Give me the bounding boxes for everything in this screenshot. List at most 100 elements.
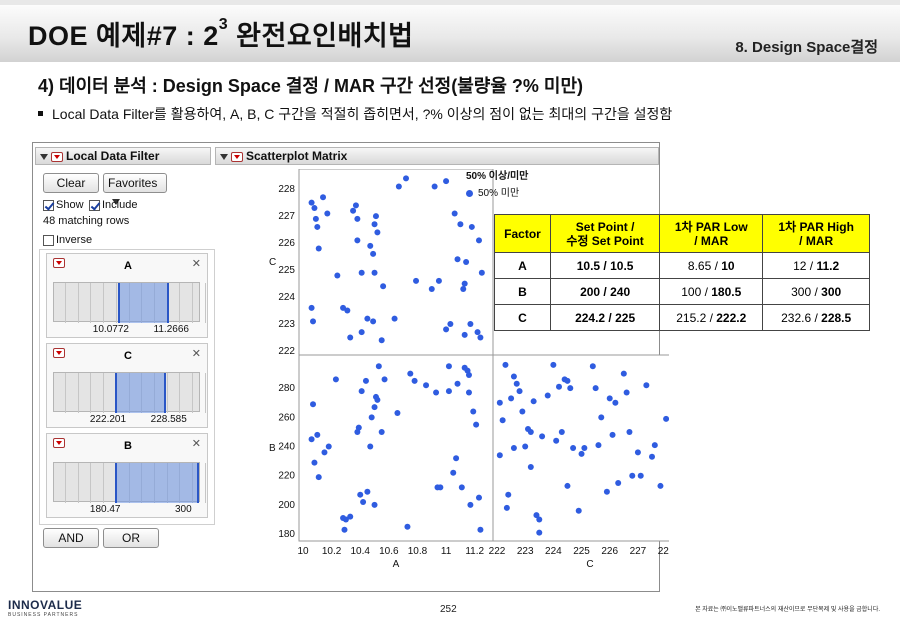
data-point: [374, 229, 381, 236]
data-point: [443, 326, 450, 333]
data-point: [474, 329, 481, 336]
table-cell: 8.65 / 10: [659, 252, 764, 279]
filter-range-low: 222.201: [89, 414, 127, 425]
data-point: [423, 382, 430, 389]
copyright-notice: 본 자료는 ㈜이노밸류파트너스의 재산이므로 무단복제 및 사용을 금합니다.: [695, 607, 880, 613]
histogram-bar: [54, 283, 66, 323]
filter-block-c[interactable]: C ✕ 222.201 228.585: [46, 343, 208, 428]
filter-block-a[interactable]: A ✕ 10.0772 11.2666: [46, 253, 208, 338]
data-point: [308, 304, 315, 311]
data-point: [510, 445, 517, 451]
data-point: [629, 472, 636, 479]
filter-histogram[interactable]: [53, 282, 206, 323]
close-icon[interactable]: ✕: [191, 348, 201, 360]
data-point: [475, 237, 482, 244]
histogram-bar: [67, 373, 79, 413]
local-data-filter-header[interactable]: Local Data Filter: [35, 147, 211, 165]
and-button[interactable]: AND: [43, 528, 99, 548]
x-tick-label-c: 225: [573, 546, 590, 557]
data-point: [355, 424, 362, 431]
close-icon[interactable]: ✕: [191, 258, 201, 270]
data-point: [371, 501, 378, 508]
data-point: [564, 482, 571, 489]
data-point: [496, 399, 503, 406]
x-tick-label-a: 10.2: [322, 546, 342, 557]
show-checkbox[interactable]: Show: [43, 199, 84, 211]
x-tick-label-c: 224: [545, 546, 562, 557]
data-point: [508, 395, 515, 402]
histogram-bar: [194, 283, 206, 323]
data-point: [404, 523, 411, 530]
data-point: [445, 363, 452, 370]
scatterplot-matrix: 222 223 224 225 226 227 228 180 200 220 240 260 280 1…: [269, 168, 688, 587]
data-point: [609, 431, 616, 438]
data-point: [314, 223, 321, 230]
red-triangle-menu-icon[interactable]: [53, 348, 65, 358]
y-tick-label-c: 223: [278, 319, 295, 330]
histogram-bar: [92, 463, 105, 503]
table-cell: 12 / 11.2: [762, 252, 870, 279]
filter-range-slider[interactable]: [114, 463, 199, 503]
data-point: [445, 388, 452, 395]
x-axis-label-c: C: [586, 559, 593, 570]
include-checkbox[interactable]: Include: [89, 199, 137, 211]
data-point: [499, 417, 506, 424]
page-number: 252: [440, 604, 457, 615]
y-tick-label-b: 180: [278, 529, 295, 540]
legend-title: 50% 이상/미만: [466, 171, 529, 182]
table-cell: C: [494, 304, 551, 331]
filter-histogram[interactable]: [53, 372, 206, 413]
disclosure-triangle-icon[interactable]: [220, 153, 228, 160]
data-point: [643, 382, 650, 389]
filter-range-high: 228.585: [150, 414, 187, 425]
include-label: Include: [102, 199, 138, 211]
company-logo: INNOVALUE BUSINESS PARTNERS: [8, 598, 82, 618]
y-tick-label-c: 224: [278, 292, 295, 303]
inverse-checkbox[interactable]: Inverse: [43, 234, 92, 246]
page-title: DOE 예제#7 : 23 완전요인배치법: [28, 14, 414, 53]
or-button[interactable]: OR: [103, 528, 159, 548]
data-point: [470, 408, 477, 415]
filter-block-b[interactable]: B ✕ 180.47 300: [46, 433, 208, 518]
data-point: [589, 363, 596, 370]
red-triangle-menu-icon[interactable]: [53, 258, 65, 268]
red-triangle-menu-icon[interactable]: [53, 438, 65, 448]
data-point: [544, 392, 551, 399]
filter-histogram[interactable]: [53, 462, 206, 503]
bullet-text: Local Data Filter를 활용하여, A, B, C 구간을 적절히…: [38, 104, 672, 124]
include-check-icon[interactable]: [89, 199, 100, 211]
filter-range-slider[interactable]: [117, 283, 169, 323]
clear-button[interactable]: Clear: [43, 173, 99, 193]
data-point: [360, 498, 367, 505]
favorites-dropdown[interactable]: Favorites: [103, 173, 167, 205]
table-row: C 224.2 / 225 215.2 / 222.2 232.6 / 228.5: [494, 304, 870, 331]
data-point: [505, 491, 512, 498]
data-point: [371, 404, 378, 411]
data-point: [461, 364, 468, 371]
data-point: [556, 383, 562, 390]
table-cell: 232.6 / 228.5: [762, 304, 870, 331]
data-point: [394, 409, 401, 416]
data-point: [570, 445, 577, 451]
filter-range-slider[interactable]: [114, 373, 166, 413]
red-triangle-menu-icon[interactable]: [51, 151, 63, 162]
data-point: [407, 370, 414, 377]
data-point: [357, 491, 364, 498]
data-point: [332, 376, 339, 383]
data-point: [503, 504, 510, 511]
data-point: [468, 223, 475, 230]
inverse-check-icon[interactable]: [43, 234, 54, 246]
disclosure-triangle-icon[interactable]: [40, 153, 48, 160]
scatterplot-matrix-header[interactable]: Scatterplot Matrix: [215, 147, 659, 165]
data-point: [435, 277, 442, 284]
data-point: [403, 175, 410, 182]
y-axis-label-b: B: [269, 443, 276, 454]
data-point: [533, 512, 540, 519]
red-triangle-menu-icon[interactable]: [231, 151, 243, 162]
close-icon[interactable]: ✕: [191, 438, 201, 450]
x-tick-label-c: 227: [630, 546, 647, 557]
show-check-icon[interactable]: [43, 199, 54, 211]
summary-table: Factor Set Point / 수정 Set Point 1차 PAR Low /…: [494, 214, 870, 331]
table-row: A 10.5 / 10.5 8.65 / 10 12 / 11.2: [494, 252, 870, 279]
filter-range-low: 10.0772: [92, 324, 129, 335]
